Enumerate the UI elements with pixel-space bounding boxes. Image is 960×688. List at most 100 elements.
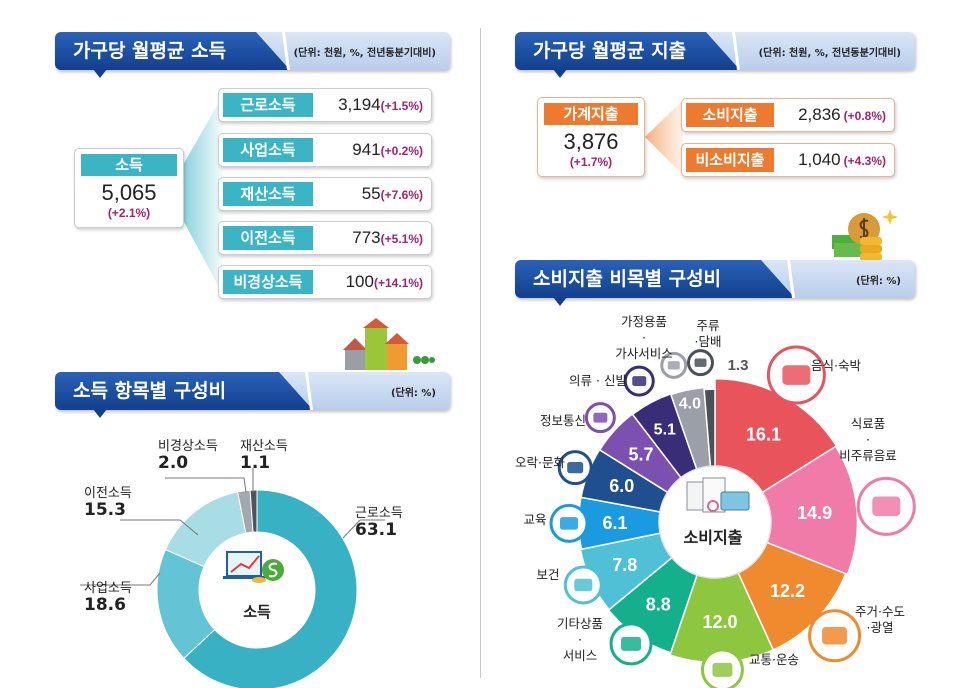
income-item-label: 비경상소득 bbox=[223, 270, 313, 294]
expenditure-item-change: (+4.3%) bbox=[843, 154, 886, 168]
expenditure-total-box: 가계지출 3,876 (+1.7%) bbox=[537, 97, 645, 177]
expenditure-item-amount: 2,836 bbox=[798, 105, 841, 124]
expenditure-item-value: 2,836 (+0.8%) bbox=[798, 105, 886, 125]
rose-value-label: 6.0 bbox=[609, 476, 634, 496]
consumption-unit: (단위: %) bbox=[855, 276, 901, 287]
rose-category-label: 보건 bbox=[536, 567, 559, 583]
expenditure-item-amount: 1,040 bbox=[798, 150, 841, 169]
donut-value-label: 18.6 bbox=[84, 595, 126, 615]
donut-center-label: 소득 bbox=[243, 603, 271, 621]
rose-value-label: 12.0 bbox=[703, 612, 738, 632]
rose-value-label: 7.8 bbox=[612, 555, 637, 575]
income-total-change: (+2.1%) bbox=[107, 206, 151, 220]
receipt-card-icon bbox=[686, 477, 750, 513]
rose-category-label-line: ·담배 bbox=[694, 334, 722, 349]
donut-value-label: 15.3 bbox=[84, 500, 126, 520]
income-item-box: 이전소득 773(+5.1%) bbox=[218, 221, 432, 255]
donut-leader-line bbox=[120, 519, 199, 536]
income-item-change: (+7.6%) bbox=[380, 188, 423, 202]
rose-category-label-line: · bbox=[866, 432, 870, 447]
section-divider bbox=[480, 28, 481, 678]
donut-label: 이전소득 15.3 bbox=[84, 485, 132, 519]
rose-category-label: 의류 · 신발 bbox=[569, 373, 627, 389]
donut-label: 근로소득 63.1 bbox=[355, 505, 403, 539]
income-composition-title: 소득 항목별 구성비 bbox=[55, 372, 313, 410]
rose-value-label: 4.0 bbox=[679, 396, 701, 413]
expenditure-total-change: (+1.7%) bbox=[569, 155, 613, 169]
rose-category-label-line: 의류 · 신발 bbox=[569, 373, 627, 388]
rose-category-label: 기타상품 · 서비스 bbox=[557, 616, 603, 664]
income-total-label: 소득 bbox=[81, 154, 177, 176]
donut-label: 사업소득 18.6 bbox=[84, 580, 132, 614]
rose-value-label: 14.9 bbox=[797, 503, 832, 523]
income-item-value: 3,194(+1.5%) bbox=[338, 95, 423, 115]
rose-category-label-line: 가정용품 bbox=[620, 314, 668, 329]
rose-category-label-line: 주거·수도 bbox=[855, 604, 905, 619]
rose-category-label-line: 교육 bbox=[523, 512, 547, 527]
rose-category-label: 정보통신 bbox=[540, 413, 586, 429]
income-connector bbox=[183, 95, 223, 295]
income-item-value: 100(+14.1%) bbox=[346, 272, 423, 292]
rose-category-label-line: 서비스 bbox=[562, 648, 598, 663]
donut-category-label: 사업소득 bbox=[84, 581, 132, 596]
consumption-title: 소비지출 비목별 구성비 bbox=[515, 260, 795, 298]
income-composition-banner: 소득 항목별 구성비 (단위: %) bbox=[55, 372, 450, 418]
income-item-amount: 100 bbox=[345, 272, 374, 291]
donut-label: 비경상소득 2.0 bbox=[158, 438, 218, 472]
rose-value-label: 5.7 bbox=[629, 445, 654, 465]
donut-category-label: 재산소득 bbox=[240, 439, 288, 454]
house-icon bbox=[343, 318, 435, 370]
income-item-value: 55(+7.6%) bbox=[362, 184, 423, 204]
expenditure-total-label: 가계지출 bbox=[544, 103, 638, 125]
donut-leader-line bbox=[165, 477, 247, 493]
consumption-banner: 소비지출 비목별 구성비 (단위: %) bbox=[515, 260, 915, 306]
rose-center-label: 소비지출 bbox=[683, 528, 743, 547]
rose-category-label-line: 주류 bbox=[696, 318, 720, 333]
income-total-box: 소득 5,065 (+2.1%) bbox=[74, 148, 184, 228]
rose-category-label-line: 정보통신 bbox=[539, 413, 587, 428]
expenditure-item-value: 1,040 (+4.3%) bbox=[798, 150, 886, 170]
income-item-value: 773(+5.1%) bbox=[352, 228, 423, 248]
expenditure-item-box: 비소비지출 1,040 (+4.3%) bbox=[681, 143, 895, 177]
rose-category-label-line: 식료품 bbox=[850, 416, 886, 431]
rose-category-label-line: 보건 bbox=[536, 567, 560, 582]
income-item-amount: 941 bbox=[352, 140, 381, 159]
rose-value-label: 12.2 bbox=[770, 581, 805, 601]
income-item-box: 비경상소득 100(+14.1%) bbox=[218, 265, 432, 299]
income-item-label: 이전소득 bbox=[223, 226, 313, 250]
expenditure-total-value: 3,876 bbox=[563, 129, 619, 154]
rose-category-label: 오락·문화 bbox=[515, 455, 565, 471]
rose-category-label: 식료품 · 비주류음료 bbox=[839, 416, 897, 464]
donut-category-label: 비경상소득 bbox=[158, 439, 218, 454]
rose-category-label: 교통·운송 bbox=[749, 652, 799, 668]
rose-category-label-line: 가사서비스 bbox=[615, 346, 673, 361]
expenditure-connector bbox=[645, 100, 683, 175]
rose-value-label: 16.1 bbox=[746, 425, 781, 445]
income-item-amount: 3,194 bbox=[338, 95, 381, 114]
expenditure-item-box: 소비지출 2,836 (+0.8%) bbox=[681, 98, 895, 132]
rose-category-label: 교육 bbox=[523, 512, 546, 528]
rose-category-label: 주류 ·담배 bbox=[695, 318, 722, 350]
donut-category-label: 근로소득 bbox=[355, 506, 403, 521]
rose-category-label-line: 비주류음료 bbox=[839, 448, 897, 463]
income-total-value: 5,065 bbox=[101, 180, 157, 205]
rose-category-label-line: 기타상품 bbox=[556, 616, 604, 631]
expenditure-banner: 가구당 월평균 지출 (단위: 천원, %, 전년동분기대비) bbox=[515, 32, 915, 78]
income-item-label: 근로소득 bbox=[223, 93, 313, 117]
donut-value-label: 63.1 bbox=[355, 520, 397, 540]
rose-category-label: 음식·숙박 bbox=[811, 358, 861, 374]
rose-value-label: 6.1 bbox=[602, 513, 627, 533]
donut-value-label: 2.0 bbox=[158, 453, 189, 473]
expenditure-item-label: 비소비지출 bbox=[686, 148, 774, 172]
income-chart-icon bbox=[223, 551, 284, 583]
expenditure-item-change: (+0.8%) bbox=[843, 109, 886, 123]
donut-label: 재산소득 1.1 bbox=[240, 438, 288, 472]
money-bag-icon bbox=[832, 209, 898, 261]
donut-leader-line bbox=[80, 572, 161, 586]
income-item-amount: 55 bbox=[361, 184, 381, 203]
income-item-change: (+5.1%) bbox=[380, 232, 423, 246]
expenditure-unit: (단위: 천원, %, 전년동분기대비) bbox=[758, 48, 901, 59]
donut-leader-line bbox=[342, 519, 385, 539]
income-item-amount: 773 bbox=[352, 228, 381, 247]
